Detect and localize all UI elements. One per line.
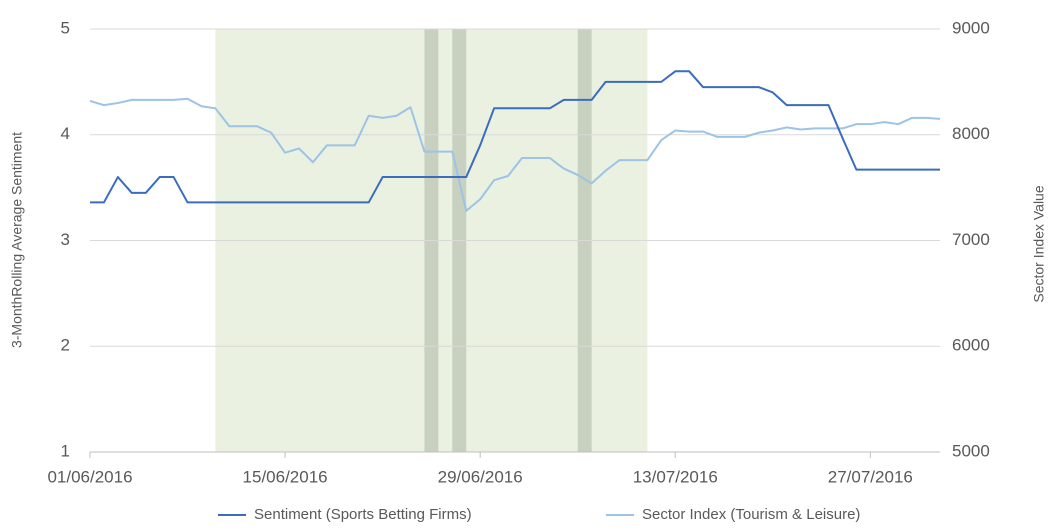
legend-label: Sector Index (Tourism & Leisure) bbox=[642, 506, 860, 523]
y-tick-label: 2 bbox=[61, 336, 70, 355]
y-tick-label: 5 bbox=[61, 18, 70, 37]
x-tick-label: 15/06/2016 bbox=[243, 467, 328, 486]
series-line bbox=[90, 70, 940, 204]
legend-label: Sentiment (Sports Betting Firms) bbox=[254, 506, 472, 523]
y-tick-label: 3 bbox=[61, 230, 70, 249]
y2-tick-label: 6000 bbox=[952, 336, 990, 355]
y-axis-label: 3-MonthRolling Average Sentiment bbox=[9, 132, 25, 348]
x-tick-label: 13/07/2016 bbox=[633, 467, 718, 486]
y2-tick-label: 8000 bbox=[952, 124, 990, 143]
y2-tick-label: 9000 bbox=[952, 18, 990, 37]
y2-tick-label: 5000 bbox=[952, 441, 990, 460]
y2-tick-label: 7000 bbox=[952, 230, 990, 249]
x-tick-label: 29/06/2016 bbox=[438, 467, 523, 486]
x-tick-label: 27/07/2016 bbox=[828, 467, 913, 486]
y-tick-label: 4 bbox=[61, 124, 70, 143]
series-line bbox=[89, 97, 941, 212]
y-tick-label: 1 bbox=[61, 441, 70, 460]
x-tick-label: 01/06/2016 bbox=[47, 467, 132, 486]
y2-axis-label: Sector Index Value bbox=[1031, 185, 1047, 302]
